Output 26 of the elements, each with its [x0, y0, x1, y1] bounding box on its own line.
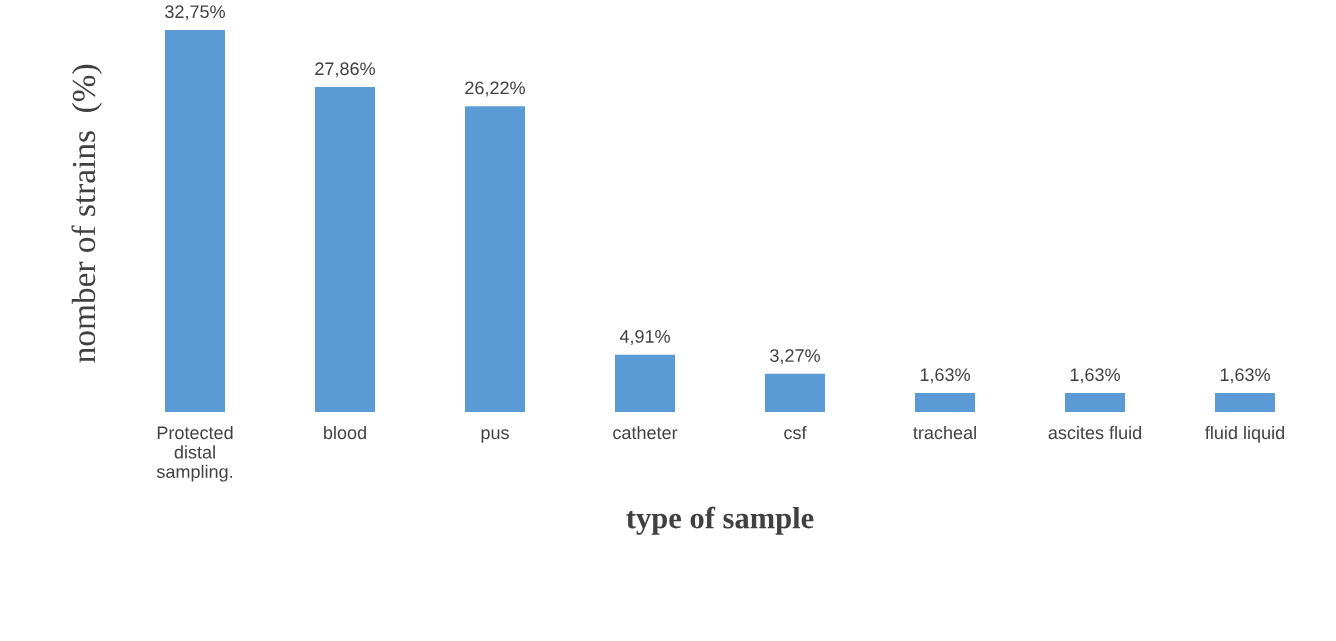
x-tick-label: csf [784, 425, 807, 440]
x-tick-label: tracheal [913, 425, 976, 440]
bar [165, 30, 225, 412]
bar [1215, 392, 1275, 412]
data-label: 27,86% [315, 62, 375, 78]
data-label: 4,91% [619, 330, 670, 345]
bar [1065, 392, 1125, 412]
x-tick-label: pus [481, 429, 509, 443]
x-tick-label: fluid liquid [1205, 425, 1284, 443]
y-axis-title: nomber of strains (%) [71, 64, 102, 363]
data-label: 32,75% [165, 5, 225, 21]
bar [765, 373, 825, 412]
data-label: 26,22% [465, 81, 525, 97]
x-tick-label: blood [324, 425, 366, 440]
x-axis-title: type of sample [626, 506, 814, 535]
bar [915, 392, 975, 412]
bar [465, 106, 525, 412]
x-tick-label: catheter [613, 425, 678, 440]
bar [315, 87, 375, 412]
data-label: 1,63% [1070, 368, 1120, 384]
bar [615, 354, 675, 412]
data-label: 1,63% [920, 368, 970, 384]
data-label: 1,63% [1220, 368, 1270, 384]
x-tick-label: Protected distal sampling. [156, 425, 233, 482]
data-label: 3,27% [770, 349, 820, 365]
x-tick-label: ascites fluid [1048, 425, 1142, 440]
